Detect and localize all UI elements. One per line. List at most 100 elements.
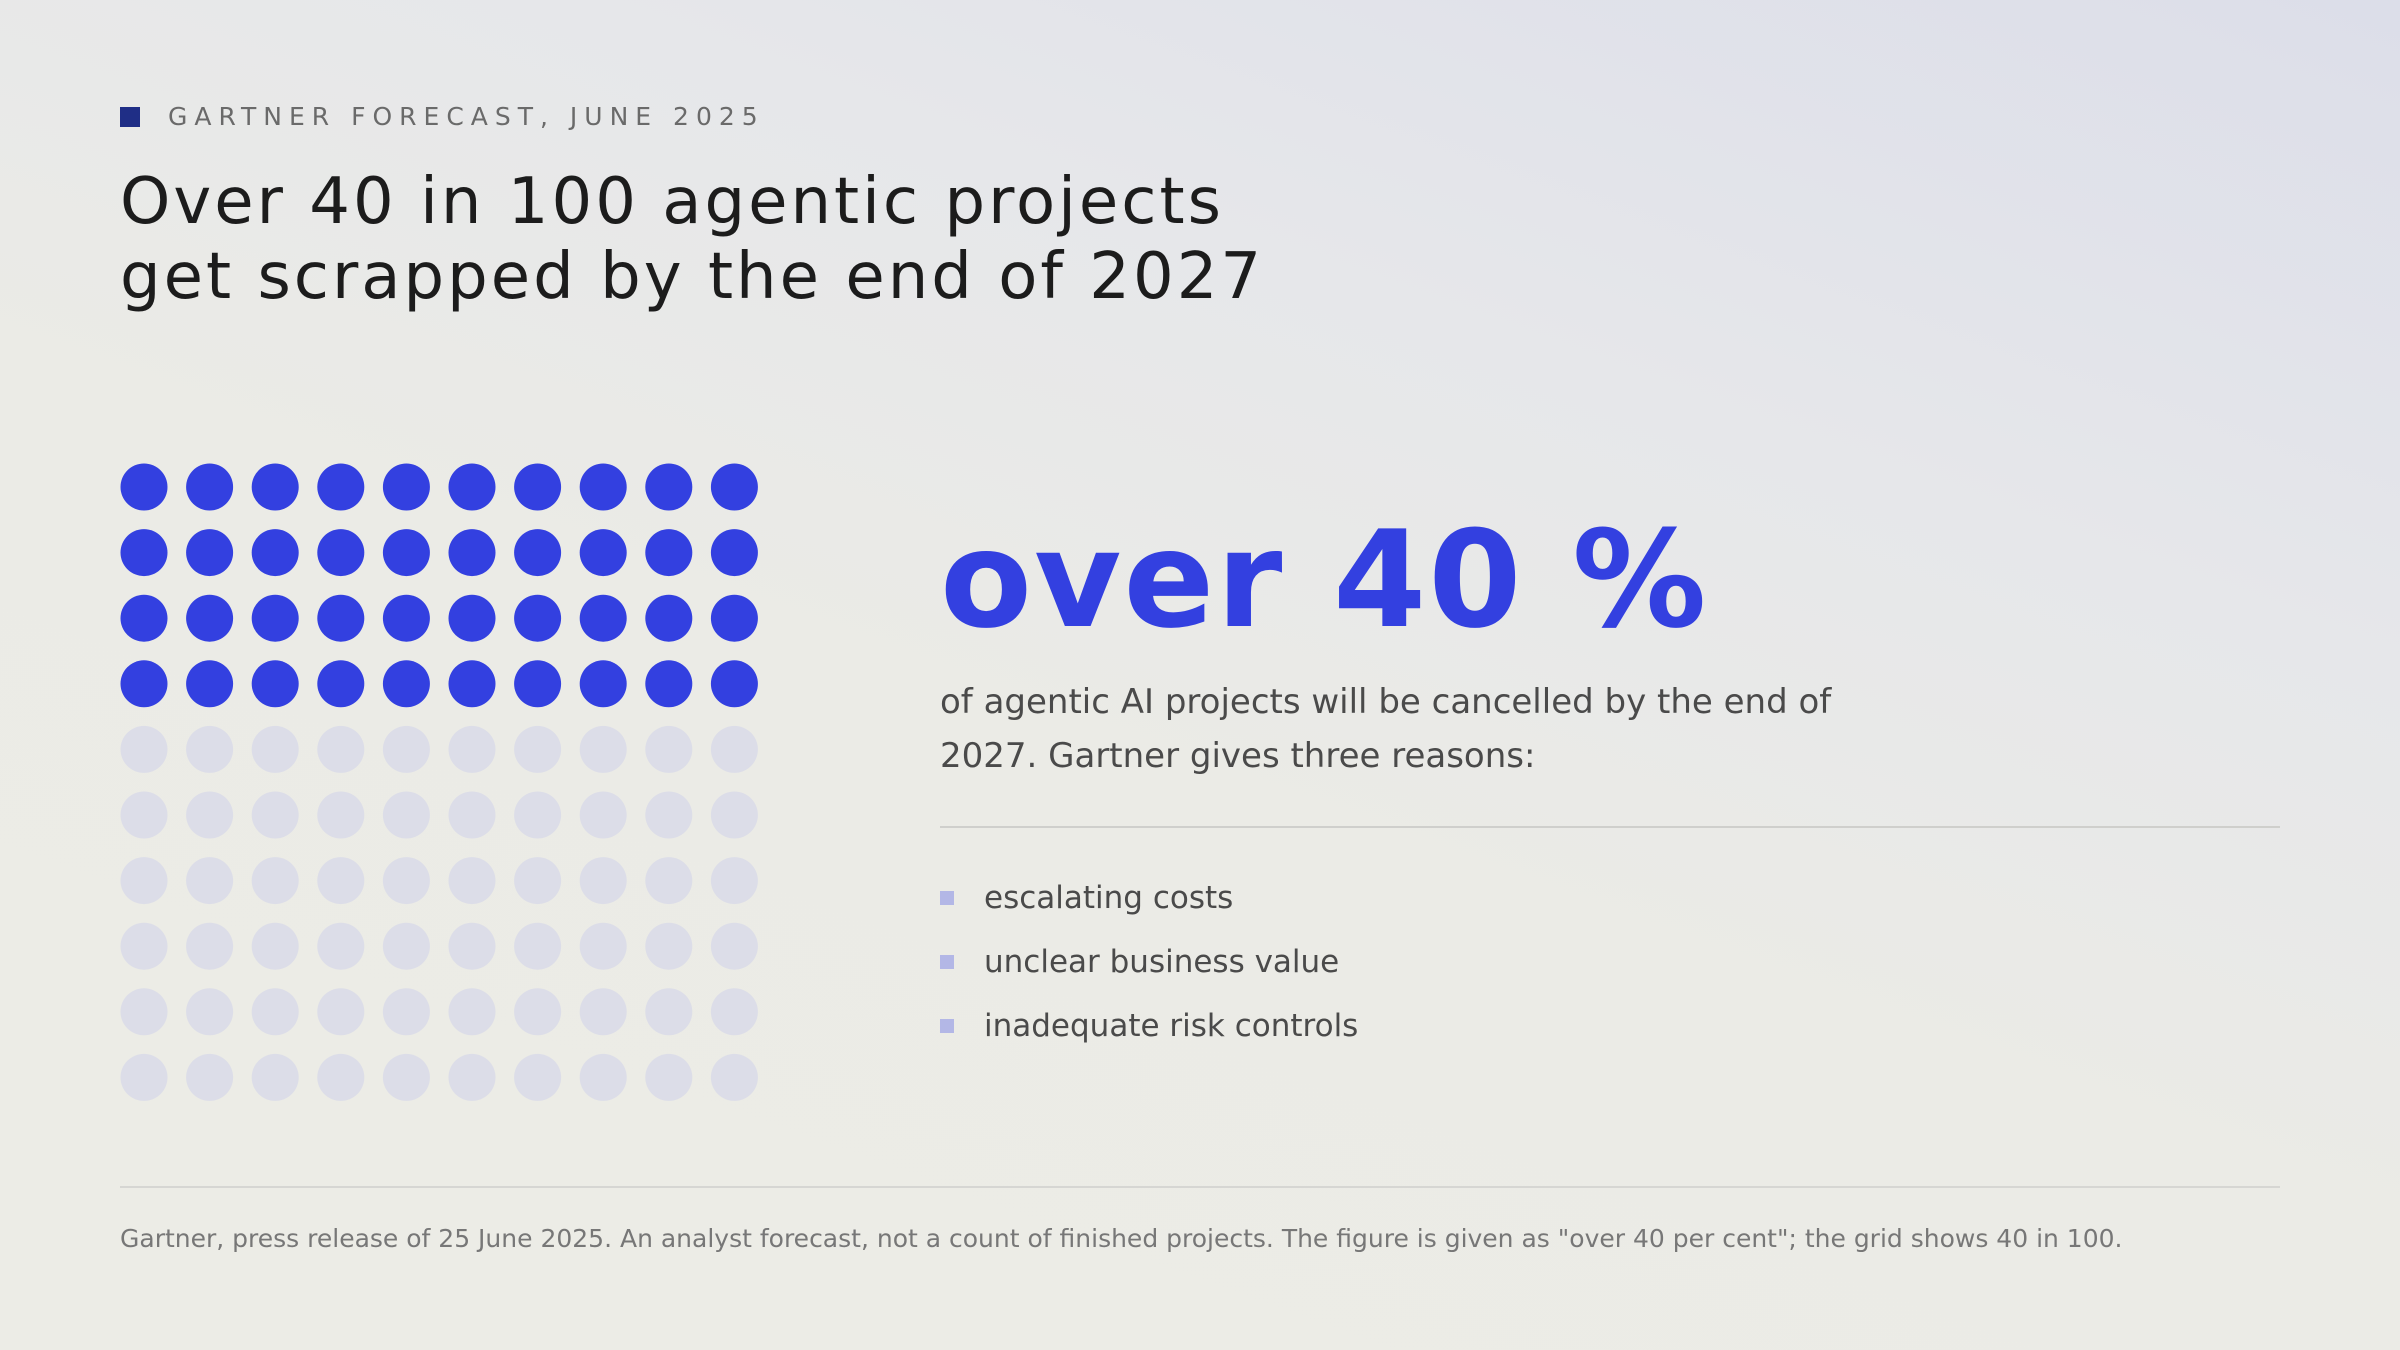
waffle-dot <box>251 791 299 839</box>
waffle-dot <box>579 791 627 839</box>
waffle-dot <box>710 988 758 1036</box>
waffle-dot <box>448 922 496 970</box>
waffle-dot <box>317 857 365 905</box>
reason-label: inadequate risk controls <box>984 1008 1359 1044</box>
waffle-dot-highlighted <box>186 463 234 511</box>
description: of agentic AI projects will be cancelled… <box>940 675 1890 783</box>
waffle-dot-highlighted <box>382 660 430 708</box>
waffle-dot-highlighted <box>382 529 430 577</box>
waffle-dot <box>382 988 430 1036</box>
waffle-dot-highlighted <box>317 660 365 708</box>
source-footnote: Gartner, press release of 25 June 2025. … <box>120 1224 2123 1253</box>
waffle-dot <box>710 857 758 905</box>
kicker-square-icon <box>120 107 140 127</box>
waffle-dot-highlighted <box>710 463 758 511</box>
waffle-dot <box>514 791 562 839</box>
waffle-dot-highlighted <box>710 594 758 642</box>
waffle-dot <box>710 725 758 773</box>
waffle-dot-highlighted <box>710 660 758 708</box>
reason-item: unclear business value <box>940 930 1358 994</box>
waffle-dot-highlighted <box>514 529 562 577</box>
waffle-dot <box>579 1053 627 1101</box>
waffle-dot <box>251 922 299 970</box>
waffle-dot <box>710 922 758 970</box>
waffle-dot-highlighted <box>120 660 168 708</box>
bullet-square-icon <box>940 1019 954 1033</box>
waffle-dot <box>645 791 693 839</box>
waffle-dot-highlighted <box>120 594 168 642</box>
kicker: GARTNER FORECAST, JUNE 2025 <box>120 102 765 131</box>
waffle-dot-highlighted <box>448 463 496 511</box>
bullet-square-icon <box>940 891 954 905</box>
waffle-dot <box>186 1053 234 1101</box>
waffle-dot <box>645 988 693 1036</box>
waffle-dot <box>382 922 430 970</box>
waffle-dot-highlighted <box>579 660 627 708</box>
reason-label: unclear business value <box>984 944 1340 980</box>
waffle-dot-highlighted <box>317 463 365 511</box>
waffle-dot <box>120 857 168 905</box>
waffle-dot <box>317 988 365 1036</box>
waffle-dot-highlighted <box>514 594 562 642</box>
waffle-dot <box>579 988 627 1036</box>
waffle-dot <box>382 791 430 839</box>
description-line-2: 2027. Gartner gives three reasons: <box>940 736 1536 776</box>
waffle-dot <box>710 1053 758 1101</box>
waffle-dot-highlighted <box>448 594 496 642</box>
waffle-dot-highlighted <box>186 529 234 577</box>
waffle-dot <box>120 1053 168 1101</box>
waffle-dot <box>186 857 234 905</box>
waffle-dot-highlighted <box>120 529 168 577</box>
page-title: Over 40 in 100 agentic projects get scra… <box>120 165 1420 315</box>
waffle-dot-highlighted <box>645 594 693 642</box>
section-divider <box>940 826 2280 828</box>
waffle-chart-svg <box>120 463 758 1101</box>
waffle-dot-highlighted <box>251 660 299 708</box>
waffle-dot <box>579 725 627 773</box>
reason-label: escalating costs <box>984 880 1234 916</box>
bullet-square-icon <box>940 955 954 969</box>
waffle-dot <box>317 1053 365 1101</box>
waffle-dot <box>448 791 496 839</box>
waffle-dot <box>514 1053 562 1101</box>
waffle-dot <box>579 857 627 905</box>
waffle-dot <box>317 725 365 773</box>
waffle-dot <box>645 1053 693 1101</box>
waffle-dot <box>645 922 693 970</box>
waffle-dot <box>382 725 430 773</box>
waffle-dot <box>514 988 562 1036</box>
waffle-dot <box>317 922 365 970</box>
reasons-list: escalating costs unclear business value … <box>940 866 1358 1058</box>
waffle-dot-highlighted <box>645 463 693 511</box>
waffle-dot-highlighted <box>382 463 430 511</box>
waffle-dot-highlighted <box>448 529 496 577</box>
waffle-dot <box>382 1053 430 1101</box>
waffle-dot-highlighted <box>645 529 693 577</box>
waffle-chart <box>120 463 765 1108</box>
waffle-dot <box>186 922 234 970</box>
waffle-dot <box>186 725 234 773</box>
kicker-text: GARTNER FORECAST, JUNE 2025 <box>168 102 765 131</box>
waffle-dot <box>186 988 234 1036</box>
waffle-dot-highlighted <box>514 660 562 708</box>
waffle-dot <box>120 922 168 970</box>
waffle-dot <box>448 725 496 773</box>
waffle-dot-highlighted <box>251 594 299 642</box>
waffle-dot <box>251 1053 299 1101</box>
waffle-dot <box>186 791 234 839</box>
waffle-dot <box>514 922 562 970</box>
waffle-dot <box>120 988 168 1036</box>
waffle-dot <box>382 857 430 905</box>
waffle-dot <box>120 725 168 773</box>
waffle-dot <box>514 857 562 905</box>
waffle-dot-highlighted <box>186 660 234 708</box>
waffle-dot <box>645 857 693 905</box>
waffle-dot <box>448 988 496 1036</box>
title-line-1: Over 40 in 100 agentic projects <box>120 165 1224 239</box>
waffle-dot-highlighted <box>382 594 430 642</box>
waffle-dot <box>514 725 562 773</box>
waffle-dot-highlighted <box>579 463 627 511</box>
waffle-dot <box>251 988 299 1036</box>
waffle-dot-highlighted <box>710 529 758 577</box>
waffle-dot-highlighted <box>645 660 693 708</box>
